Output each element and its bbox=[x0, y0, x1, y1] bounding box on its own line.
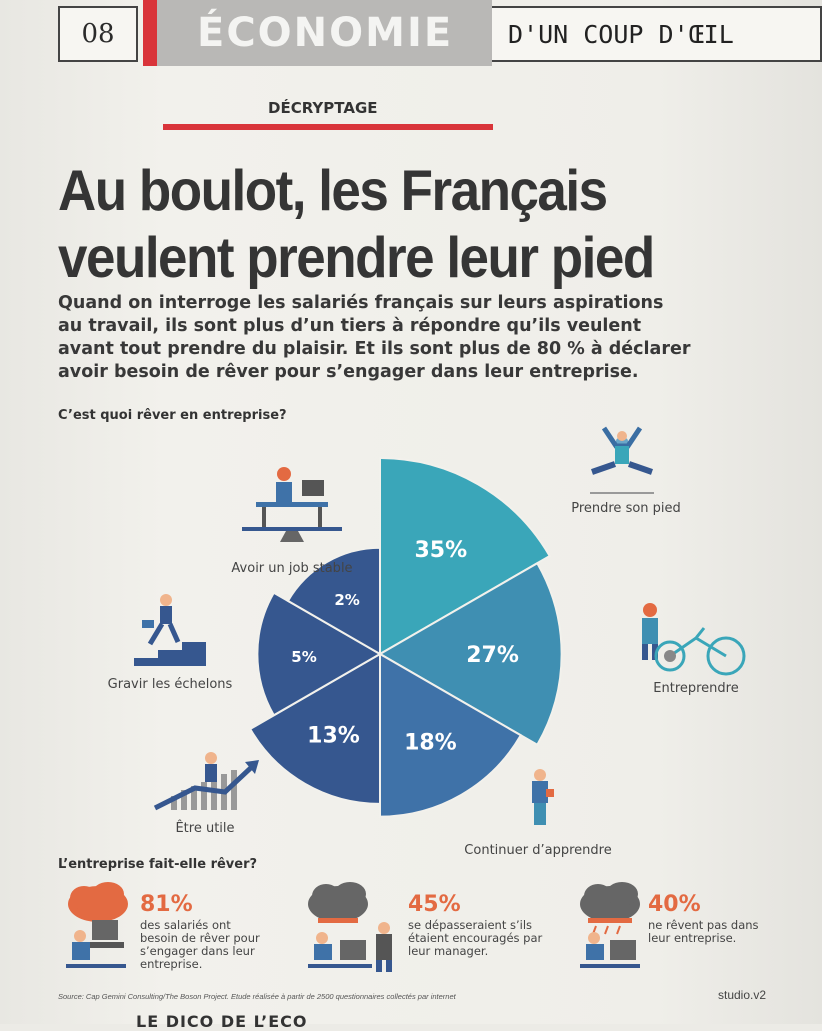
pie-value-label: 5% bbox=[291, 648, 316, 666]
headline-line-2: veulent prendre leur pied bbox=[58, 226, 655, 290]
pie-slice bbox=[256, 591, 383, 717]
pie-category-label: Avoir un job stable bbox=[231, 561, 352, 576]
kicker-underline bbox=[163, 124, 493, 130]
pie-value-label: 35% bbox=[414, 538, 467, 563]
pie-category-label: Prendre son pied bbox=[571, 501, 681, 516]
lead-line: avant tout prendre du plaisir. Et ils so… bbox=[58, 339, 691, 359]
pie-value-label: 2% bbox=[334, 591, 359, 609]
stat-81: 81% des salariés ont besoin de rêver pou… bbox=[140, 892, 330, 971]
pie-slice bbox=[248, 652, 381, 805]
kicker: DÉCRYPTAGE bbox=[268, 99, 378, 117]
cyclist-entrepreneur-icon bbox=[642, 603, 746, 676]
studio-credit: studio.v2 bbox=[718, 988, 767, 1002]
section-rubric: ÉCONOMIE bbox=[157, 0, 492, 66]
footer-teaser: LE DICO DE L’ECO bbox=[136, 1012, 308, 1031]
pie-category-label: Continuer d’apprendre bbox=[464, 843, 611, 858]
stat-45: 45% se dépasseraient s’ils étaient encou… bbox=[408, 892, 598, 958]
cloud-person-icon bbox=[66, 882, 128, 968]
stat-40: 40% ne rêvent pas dans leur entreprise. bbox=[648, 892, 822, 945]
standing-person-icon bbox=[532, 769, 554, 825]
pie-slice bbox=[286, 546, 381, 656]
survey-question: L’entreprise fait-elle rêver? bbox=[58, 857, 258, 872]
headline-line-1: Au boulot, les Français bbox=[58, 159, 608, 223]
stairs-climber-icon bbox=[134, 594, 206, 666]
pie-category-label: Entreprendre bbox=[653, 681, 738, 696]
pie-slices bbox=[248, 456, 563, 818]
stat-value: 45% bbox=[408, 892, 461, 917]
pie-category-label: Être utile bbox=[175, 820, 234, 836]
desk-worker-icon bbox=[242, 467, 342, 542]
headline: Au boulot, les Français veulent prendre … bbox=[58, 158, 738, 292]
pie-slice-labels: 35% 27% 18% 13% 5% 2% bbox=[291, 538, 519, 756]
source-note: Source: Cap Gemini Consulting/The Boson … bbox=[58, 992, 456, 1001]
lead-line: avoir besoin de rêver pour s’engager dan… bbox=[58, 362, 639, 382]
aspirations-pie-chart: 35% 27% 18% 13% 5% 2% bbox=[108, 426, 746, 858]
pie-slice bbox=[377, 561, 563, 747]
pie-slice bbox=[379, 456, 552, 656]
pie-value-label: 27% bbox=[466, 643, 519, 668]
lead-line: Quand on interroge les salariés français… bbox=[58, 293, 664, 313]
stat-text: des salariés ont besoin de rêver pour s’… bbox=[140, 918, 260, 971]
lead-line: au travail, ils sont plus d’un tiers à r… bbox=[58, 316, 642, 336]
jumping-person-icon bbox=[590, 426, 654, 494]
lead-paragraph: Quand on interroge les salariés français… bbox=[58, 292, 718, 384]
stat-text: se dépasseraient s’ils étaient encouragé… bbox=[408, 918, 543, 958]
growth-chart-icon bbox=[153, 752, 259, 811]
pie-category-label: Gravir les échelons bbox=[108, 677, 233, 692]
section-subrubric: D'UN COUP D'ŒIL bbox=[492, 6, 822, 62]
pie-value-label: 13% bbox=[307, 724, 360, 749]
stat-text: ne rêvent pas dans leur entreprise. bbox=[648, 918, 759, 945]
stat-value: 81% bbox=[140, 892, 193, 917]
pie-slice bbox=[379, 652, 523, 818]
cloud-manager-icon bbox=[308, 882, 392, 972]
stat-value: 40% bbox=[648, 892, 701, 917]
pie-value-label: 18% bbox=[404, 730, 457, 755]
rain-cloud-icon bbox=[580, 882, 640, 968]
page-number: 08 bbox=[58, 6, 138, 62]
chart-question: C’est quoi rêver en entreprise? bbox=[58, 408, 287, 423]
rubric-accent-bar bbox=[143, 0, 157, 66]
page-header: 08 ÉCONOMIE D'UN COUP D'ŒIL bbox=[58, 0, 822, 66]
pie-category-labels: Prendre son pied Entreprendre Continuer d’… bbox=[108, 501, 739, 858]
